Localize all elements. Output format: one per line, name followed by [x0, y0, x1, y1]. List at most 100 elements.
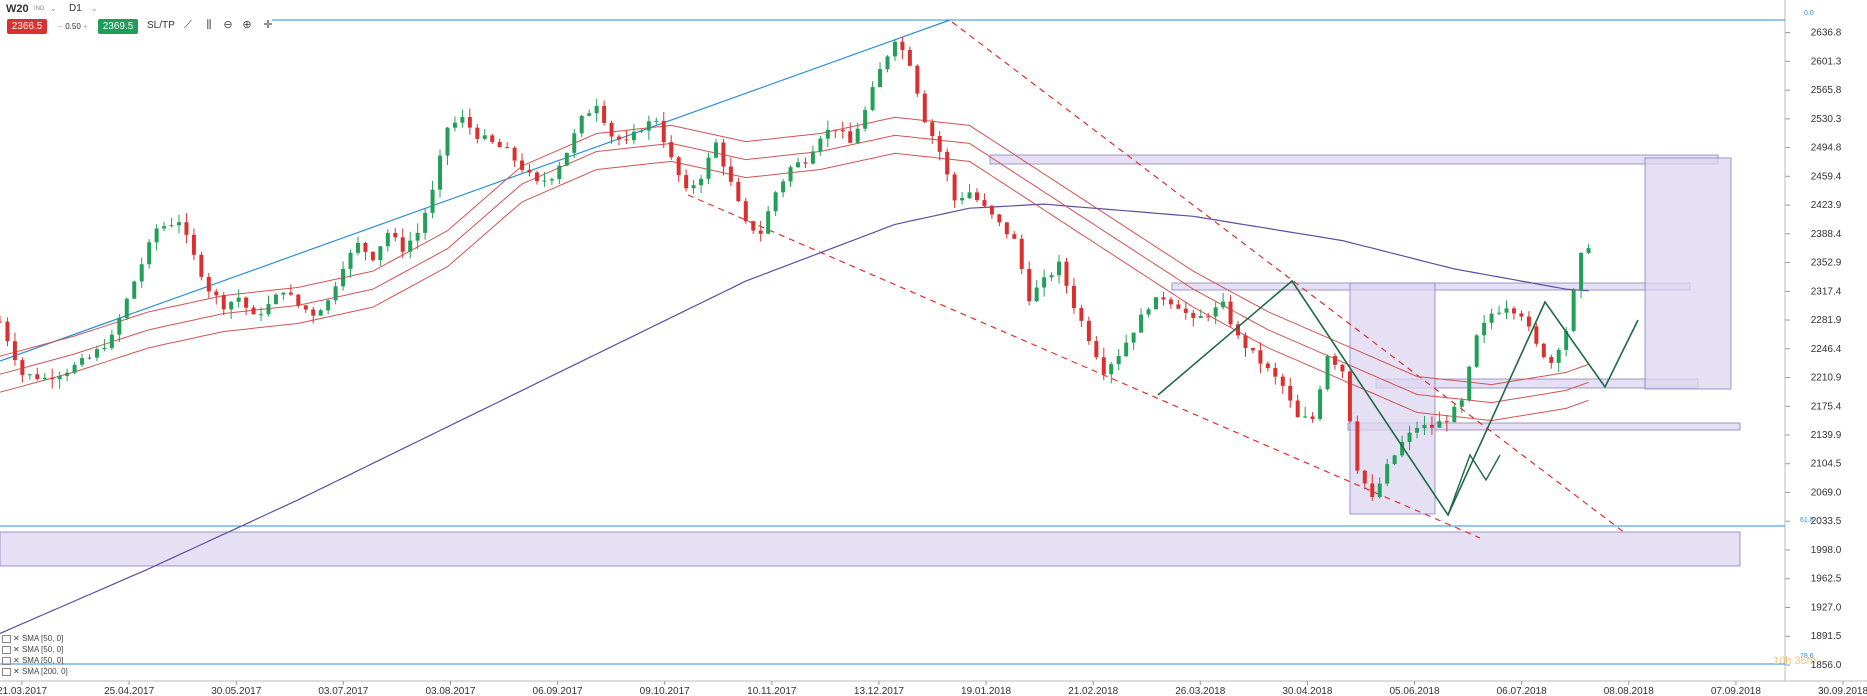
time-watermark: 10h 36m — [1773, 655, 1816, 667]
candle-body — [773, 192, 778, 212]
support-resistance-zone — [989, 154, 1719, 165]
candle-body — [259, 314, 264, 316]
candle-body — [751, 221, 756, 231]
chart-toolbar: W20 IND ⌄ D1 ⌄ 2366.5 − 0.50 + 2369.5 SL… — [0, 0, 420, 34]
y-tick-label: 2601.3 — [1811, 56, 1842, 67]
minus-icon[interactable]: − — [58, 22, 66, 31]
candle-body — [639, 130, 644, 132]
candle-body — [423, 212, 428, 233]
candle-body — [646, 121, 651, 131]
x-tick-label: 06.07.2018 — [1497, 686, 1547, 696]
indicator-legend-1[interactable]: ✕ SMA [50, 0] — [2, 645, 63, 654]
candle-body — [989, 205, 994, 215]
candle-body — [1489, 313, 1494, 323]
symbol-dropdown-icon[interactable]: ⌄ — [50, 4, 57, 13]
candle-body — [191, 234, 196, 255]
candle-body — [699, 178, 704, 186]
candle-body — [1019, 238, 1024, 269]
candle-body — [1273, 368, 1278, 377]
sma50-line-1 — [0, 134, 1589, 404]
y-tick-label: 2317.4 — [1811, 286, 1842, 297]
candle-body — [863, 109, 868, 129]
candle-body — [199, 254, 204, 277]
candle-body — [728, 166, 733, 182]
candle-body — [326, 300, 331, 311]
candle-body — [445, 127, 450, 156]
indicator-legend-3[interactable]: ✕ SMA [200, 0] — [2, 667, 68, 676]
indicators-icon[interactable]: ⫼ — [206, 19, 212, 31]
timeframe-dropdown-icon[interactable]: ⌄ — [91, 4, 98, 13]
candle-body — [527, 169, 532, 173]
candle-body — [1534, 326, 1539, 344]
candle-body — [1325, 356, 1330, 390]
candle-body — [684, 175, 689, 189]
indicator-legend-0[interactable]: ✕ SMA [50, 0] — [2, 634, 63, 643]
candle-body — [1034, 287, 1039, 302]
candle-body — [94, 349, 99, 358]
candle-body — [900, 41, 905, 50]
symbol-sub-label: IND — [34, 6, 45, 12]
candle-body — [579, 115, 584, 134]
candle-body — [1452, 406, 1457, 423]
candle-body — [1027, 268, 1032, 302]
candle-body — [1519, 313, 1524, 317]
x-tick-label: 08.08.2018 — [1604, 686, 1654, 696]
indicator-label: SMA [50, 0] — [21, 634, 64, 643]
indicator-toggle-icon[interactable] — [2, 667, 11, 676]
x-tick-label: 03.07.2017 — [318, 686, 368, 696]
x-tick-label: 30.05.2017 — [211, 686, 261, 696]
indicator-toggle-icon[interactable] — [2, 634, 11, 643]
candle-body — [303, 305, 308, 310]
zoom-in-icon[interactable]: ⊕ — [242, 19, 252, 31]
candle-body — [467, 117, 472, 128]
candle-body — [244, 297, 249, 308]
candle-body — [251, 307, 256, 315]
candle-body — [1079, 308, 1084, 321]
candle-body — [311, 309, 316, 316]
candle-body — [1004, 222, 1009, 235]
candle-body — [512, 147, 517, 161]
candle-body — [736, 181, 741, 202]
candle-body — [65, 372, 70, 376]
sell-button[interactable]: 2366.5 — [7, 19, 47, 34]
symbol-label[interactable]: W20 — [6, 3, 29, 15]
candle-body — [691, 185, 696, 189]
candle-body — [1139, 314, 1144, 333]
zoom-out-icon[interactable]: ⊖ — [223, 19, 233, 31]
y-tick-label: 2175.4 — [1811, 401, 1842, 412]
x-tick-label: 26.03.2018 — [1175, 686, 1225, 696]
indicator-toggle-icon[interactable] — [2, 656, 11, 665]
timeframe-label[interactable]: D1 — [69, 3, 82, 14]
line-chart-icon[interactable]: ⟋ — [184, 19, 192, 31]
candle-body — [1191, 312, 1196, 318]
candle-body — [408, 240, 413, 252]
candle-body — [534, 172, 539, 182]
candle-body — [1318, 389, 1323, 420]
plus-icon[interactable]: + — [80, 22, 88, 31]
crosshair-icon[interactable]: ✛ — [263, 19, 273, 31]
candle-body — [460, 117, 465, 123]
sltp-button[interactable]: SL/TP — [147, 20, 175, 31]
candle-body — [1504, 308, 1509, 313]
candle-body — [557, 165, 562, 180]
candle-body — [378, 246, 383, 261]
sma50-line-0 — [0, 116, 1589, 386]
candle-body — [497, 141, 502, 148]
indicator-toggle-icon[interactable] — [2, 645, 11, 654]
candle-body — [72, 364, 77, 373]
sma50-line-2 — [0, 152, 1589, 422]
candle-body — [273, 294, 278, 305]
indicator-legend-2[interactable]: ✕ SMA [50, 0] — [2, 656, 63, 665]
y-tick-label: 1856.0 — [1811, 660, 1842, 671]
candle-body — [1332, 356, 1337, 365]
candle-body — [1474, 335, 1479, 367]
candle-body — [1586, 248, 1591, 253]
indicator-label: SMA [50, 0] — [21, 656, 64, 665]
candle-body — [803, 162, 808, 164]
buy-button[interactable]: 2369.5 — [98, 19, 138, 34]
candle-body — [1392, 455, 1397, 465]
candle-body — [930, 122, 935, 137]
candle-body — [974, 192, 979, 201]
candle-body — [706, 157, 711, 179]
